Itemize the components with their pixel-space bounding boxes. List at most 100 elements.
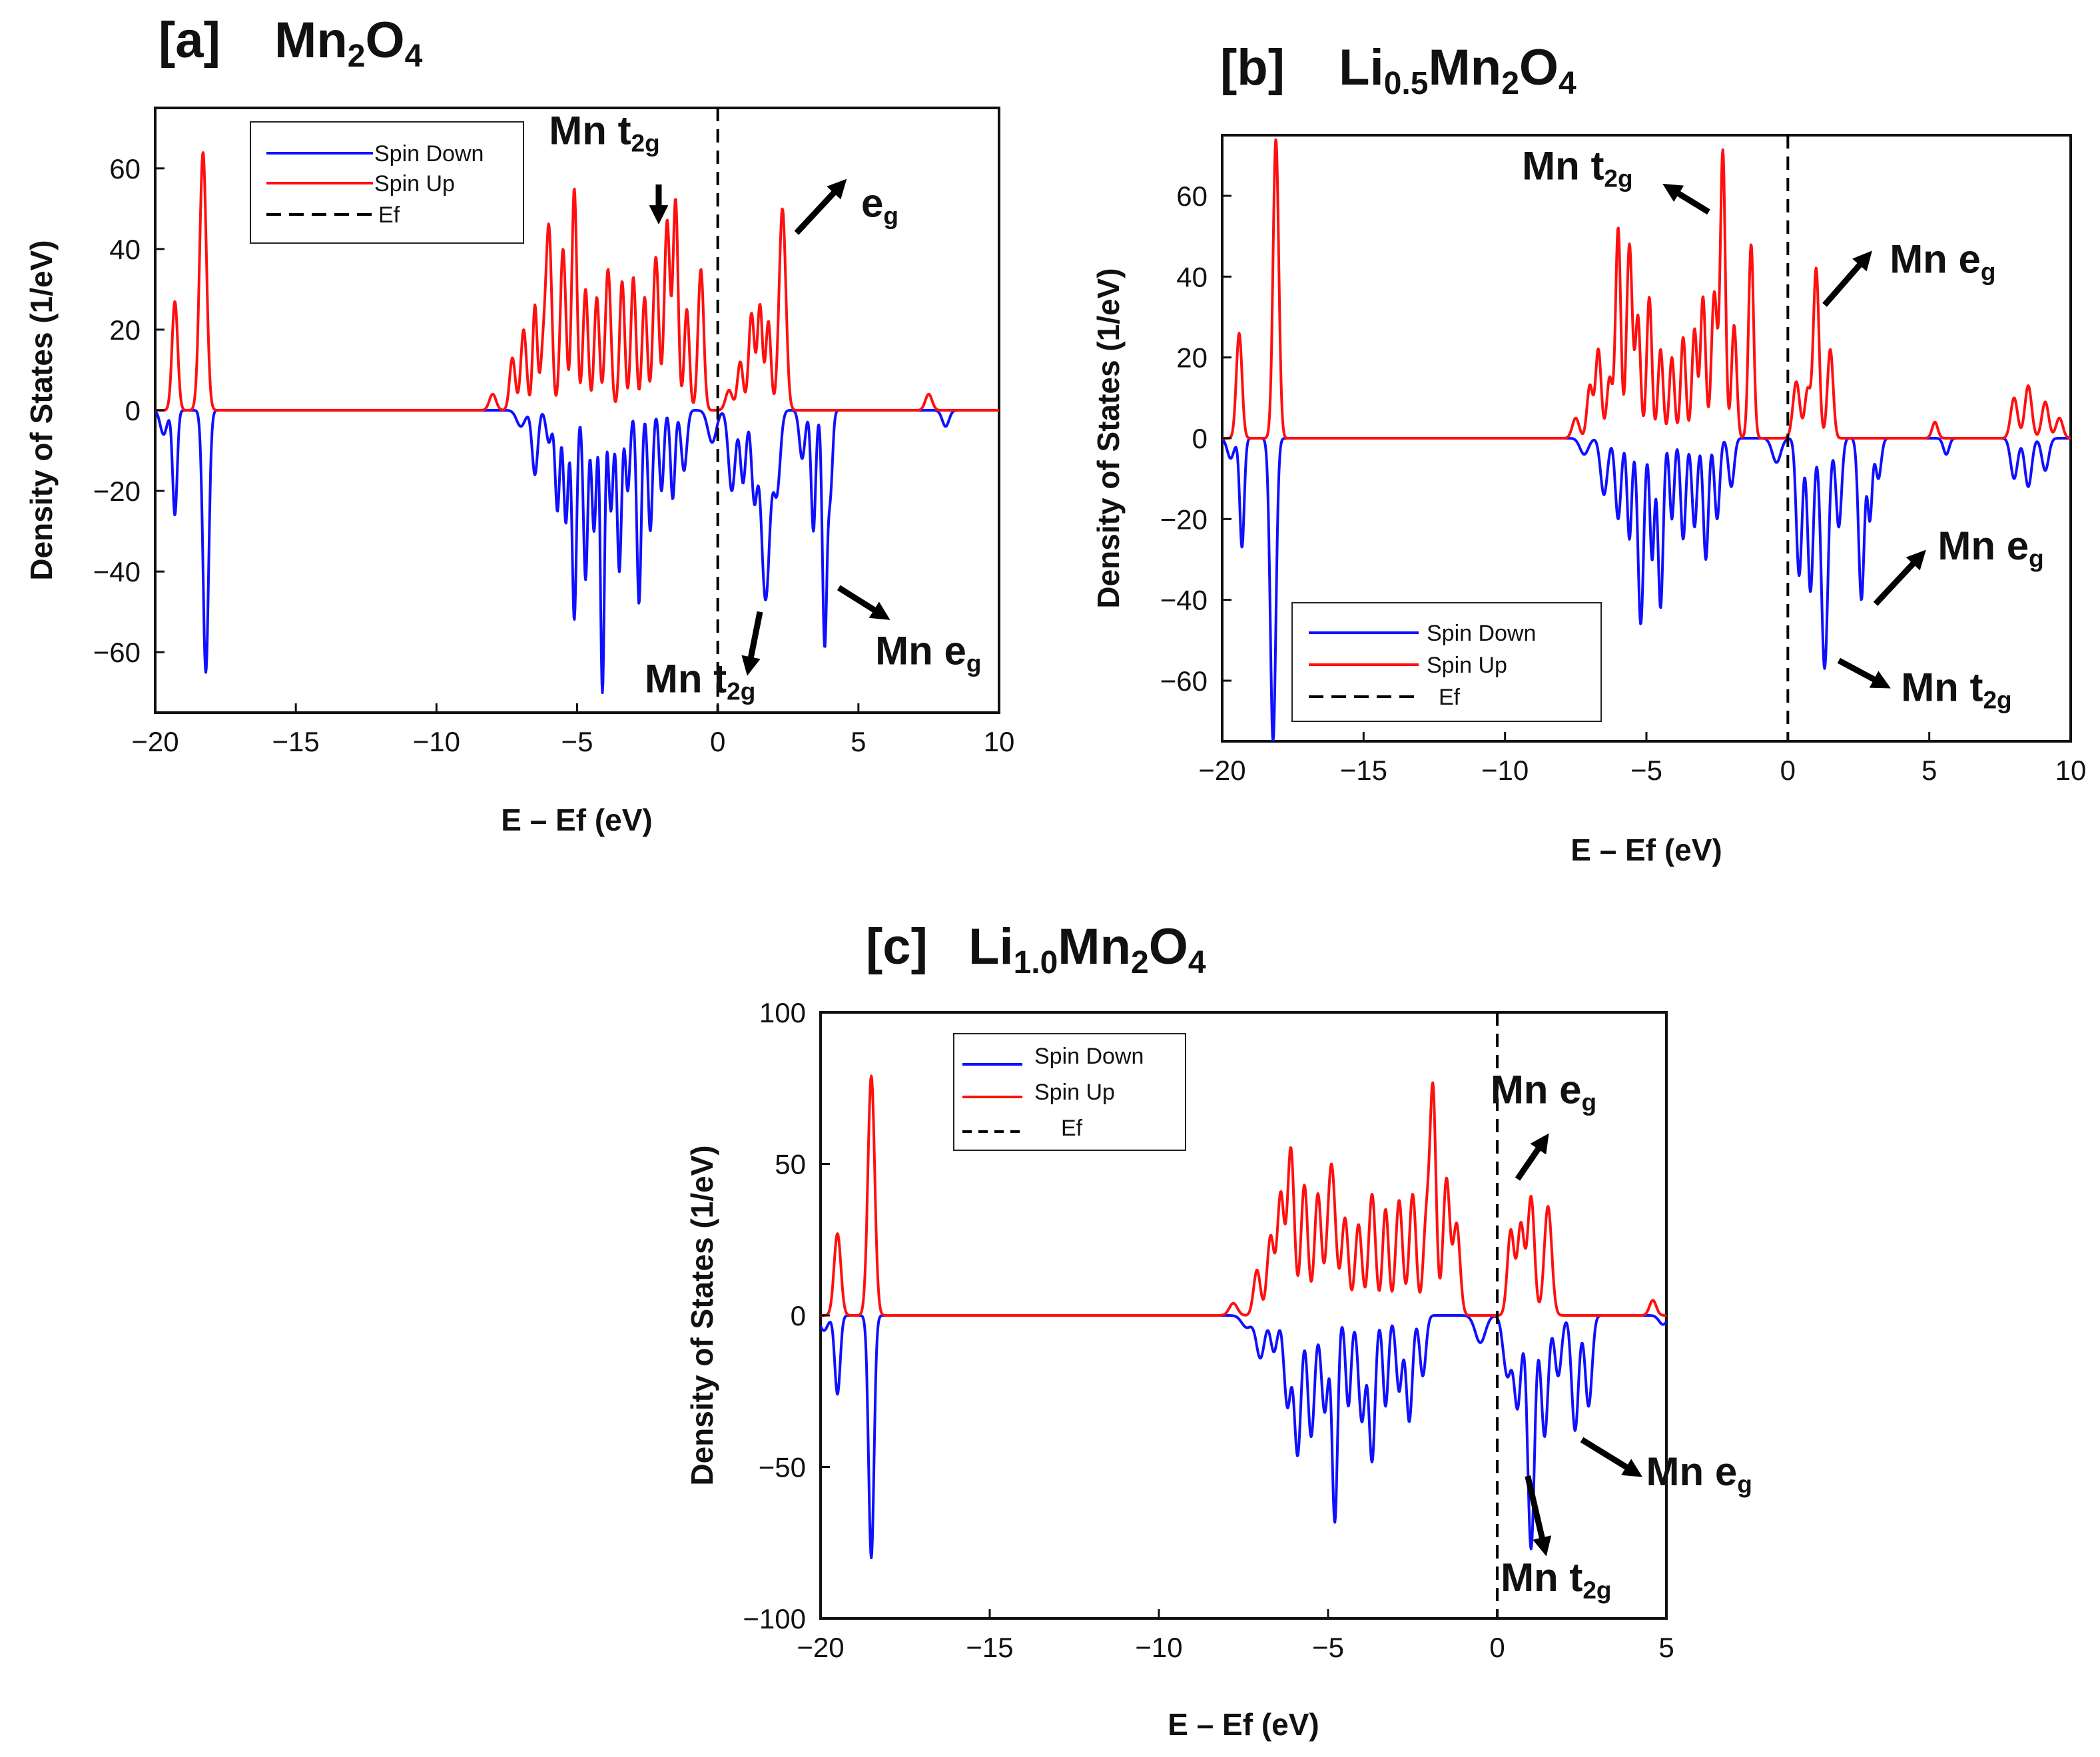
panel-b-xtick-label: 10 <box>2055 755 2087 786</box>
panel-b-formula-part: 0.5 <box>1384 66 1429 101</box>
panel-b-annotation-arrow <box>1873 549 1926 606</box>
panel-a-legend-spin-up-label: Spin Up <box>374 171 455 196</box>
panel-b-formula-part: 2 <box>1501 66 1519 101</box>
panel-a-legend: Spin Down Spin Up Ef <box>250 121 524 244</box>
panel-b-title-tag: [b] <box>1220 39 1285 96</box>
panel-b-y-axis-label: Density of States (1/eV) <box>1091 268 1126 608</box>
panel-a-ytick-label: 60 <box>109 153 141 184</box>
panel-a-ytick-label: 40 <box>109 234 141 265</box>
panel-c-legend: Spin Down Spin Up Ef <box>953 1033 1186 1151</box>
panel-c-xtick-label: −15 <box>966 1632 1013 1663</box>
panel-b-annotation-arrow <box>1662 183 1710 215</box>
panel-c-formula-part: 4 <box>1188 945 1206 980</box>
panel-a-annotation-label-part: e <box>861 180 883 225</box>
panel-b-xticks: −20 −15 −10 −5 0 5 10 <box>1198 732 2086 786</box>
panel-a-series <box>155 108 999 713</box>
panel-c-annotation-label-part: g <box>1737 1471 1752 1498</box>
panel-b-xtick-label: −5 <box>1630 755 1662 786</box>
panel-b-annotation-label: Mn t2g <box>1522 144 1632 192</box>
panel-a-ytick-label: 20 <box>109 314 141 346</box>
panel-b-ytick-label: 20 <box>1176 342 1208 374</box>
panel-b-annotation-label-part: g <box>2029 545 2044 572</box>
panel-b-legend-ef-label: Ef <box>1439 685 1461 710</box>
panel-c-xtick-label: −20 <box>797 1632 844 1663</box>
panel-b-xtick-label: −10 <box>1481 755 1529 786</box>
panel-c-legend-box <box>953 1033 1186 1151</box>
panel-a-ytick-label: 0 <box>125 395 141 426</box>
panel-a-annotation-label: Mn t2g <box>549 108 659 157</box>
panel-a-title-tag: [a] <box>159 12 220 69</box>
panel-b-formula-part: O <box>1519 39 1559 96</box>
panel-a-y-axis-label: Density of States (1/eV) <box>24 240 59 580</box>
panel-b-annotation-label-part: Mn t <box>1901 665 1983 709</box>
panel-b-annotation-label-part: Mn t <box>1522 144 1604 188</box>
panel-a-annotation-label: Mn eg <box>875 628 981 677</box>
panel-b-annotation-label-part: Mn e <box>1937 524 2029 568</box>
panel-b-formula-part: Mn <box>1428 39 1501 96</box>
panel-c-annotation-arrow <box>1515 1133 1549 1181</box>
panel-a-xtick-label: 10 <box>984 726 1015 757</box>
panel-a-annotation-label-part: g <box>883 202 898 229</box>
panel-a-yticks: −60 −40 −20 0 20 40 60 <box>93 153 165 668</box>
panel-b-annotation-arrow <box>1837 657 1891 689</box>
panel-c-xticks: −20 −15 −10 −5 0 5 <box>797 1609 1674 1663</box>
panel-a-legend-spin-down-label: Spin Down <box>374 141 484 167</box>
panel-a-annotation-arrow <box>837 585 890 620</box>
panel-a-annotation-label-part: g <box>966 649 982 677</box>
panel-a-chart: [a] Mn2O4 −20 −15 −10 −5 0 5 10 −60 −40 −20 0 20 40… <box>24 12 1014 837</box>
panel-c-chart: [c] Li1.0Mn2O4 −20 −15 −10 −5 0 5 −100−500501… <box>685 918 1752 1742</box>
panel-c-xtick-label: 5 <box>1658 1632 1674 1663</box>
panel-a-formula-part: Mn <box>274 12 348 69</box>
panel-a-annotation-label-part: Mn t <box>549 108 631 153</box>
panel-a-annotation-arrow <box>741 611 763 676</box>
panel-a-annotation-label-part: 2g <box>631 129 660 157</box>
panel-c-annotation-label-part: Mn e <box>1646 1449 1738 1494</box>
panel-b-annotation-label-part: g <box>1981 258 1996 285</box>
panel-a-annotation-label: Mn t2g <box>645 657 755 705</box>
panel-a-annotation-label-part: Mn t <box>645 657 727 701</box>
panel-b-annotation-label: Mn t2g <box>1901 665 2011 713</box>
panel-a-spin-down-line <box>155 409 999 694</box>
panel-b-legend-spin-down-label: Spin Down <box>1427 621 1536 646</box>
panel-c-formula-part: Li <box>968 918 1014 975</box>
panel-c-title: [c] Li1.0Mn2O4 <box>866 918 1206 980</box>
panel-b-ytick-label: −20 <box>1160 504 1208 535</box>
panel-a-xtick-label: −5 <box>561 726 593 757</box>
panel-c-formula-part: 1.0 <box>1014 945 1058 980</box>
panel-c-x-axis-label: E – Ef (eV) <box>1168 1707 1319 1742</box>
panel-a-title: [a] Mn2O4 <box>159 12 423 74</box>
panel-b-legend: Spin Down Spin Up Ef <box>1291 602 1602 722</box>
panel-c-formula-part: Mn <box>1058 918 1131 975</box>
panel-b-title: [b] Li0.5Mn2O4 <box>1220 39 1576 101</box>
panel-c-annotation-label-part: 2g <box>1582 1577 1611 1604</box>
panel-b-annotation-label-part: 2g <box>1983 686 2011 713</box>
panel-b-formula-part: Li <box>1339 39 1384 96</box>
panel-a-xtick-label: −15 <box>272 726 320 757</box>
panel-b-x-axis-label: E – Ef (eV) <box>1571 833 1722 867</box>
panel-b-annotation-label-part: 2g <box>1604 165 1632 192</box>
panel-c-annotation-label-part: Mn t <box>1501 1555 1582 1600</box>
panel-b-xtick-label: −20 <box>1198 755 1245 786</box>
panel-a-spin-up-line <box>155 151 999 412</box>
panel-c-yticks: −100 −50 0 50 100 <box>743 997 830 1634</box>
panel-c-formula-part: 2 <box>1131 945 1149 980</box>
panel-b-xtick-label: 5 <box>1922 755 1937 786</box>
panel-c-legend-spin-down-label: Spin Down <box>1034 1044 1144 1069</box>
panel-c-annotation-label: Mn eg <box>1491 1068 1596 1116</box>
panel-c-spin-up-line <box>821 1074 1666 1317</box>
panel-b-series <box>1222 135 2071 741</box>
panel-a-ytick-label: −20 <box>93 476 141 507</box>
panel-c-legend-spin-up-label: Spin Up <box>1034 1080 1115 1105</box>
panel-b-ytick-label: 0 <box>1192 423 1208 454</box>
panel-a-annotation-arrow <box>794 178 847 235</box>
panel-b-ytick-label: 60 <box>1176 180 1208 212</box>
panel-c-ytick-label: 50 <box>775 1149 806 1180</box>
panel-c-annotation-label: Mn eg <box>1646 1449 1752 1498</box>
panel-b-legend-spin-up-label: Spin Up <box>1427 653 1507 678</box>
panel-b-xtick-label: −15 <box>1340 755 1387 786</box>
panel-a-annotation-label: eg <box>861 180 898 229</box>
panel-a-legend-ef-label: Ef <box>378 202 400 228</box>
panel-c-ytick-label: −100 <box>743 1603 806 1634</box>
panel-c-y-axis-label: Density of States (1/eV) <box>685 1145 719 1485</box>
panel-a-annotation-label-part: Mn e <box>875 628 966 673</box>
